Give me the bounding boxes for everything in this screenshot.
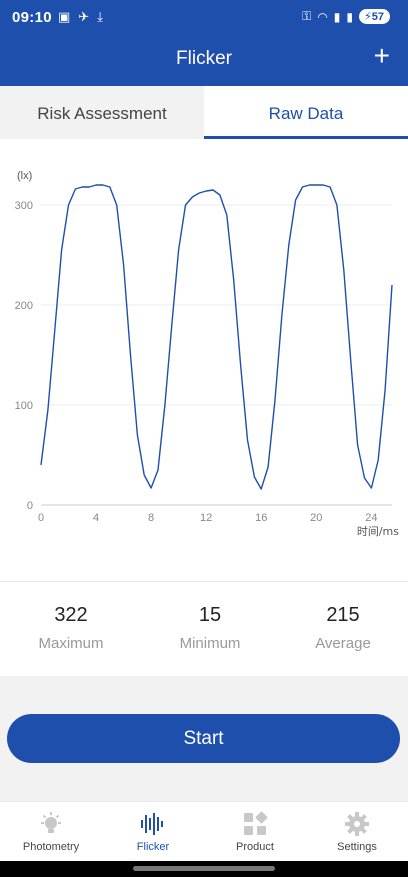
tab-raw-data[interactable]: Raw Data — [204, 86, 408, 139]
download-icon: ⤓ — [97, 9, 103, 25]
x-tick-label: 16 — [255, 512, 267, 524]
x-tick-label: 8 — [148, 512, 154, 524]
x-tick-label: 24 — [365, 512, 377, 524]
start-button[interactable]: Start — [7, 714, 400, 763]
nav-photometry[interactable]: Photometry — [0, 802, 102, 862]
grid-icon — [242, 811, 268, 837]
status-time: 09:10 — [12, 9, 52, 26]
nav-product-label: Product — [204, 841, 306, 853]
page-title: Flicker — [0, 48, 408, 70]
tab-risk-assessment[interactable]: Risk Assessment — [0, 86, 204, 139]
x-tick-label: 0 — [38, 512, 44, 524]
nav-settings-label: Settings — [306, 841, 408, 853]
y-tick-label: 200 — [15, 300, 33, 312]
nav-photometry-label: Photometry — [0, 841, 102, 853]
nav-flicker[interactable]: Flicker — [102, 802, 204, 862]
chart-svg: 0 100 200 300 0 4 8 12 16 20 24 (lx) 时间/ms — [0, 139, 408, 581]
bird-icon: ✈ — [78, 9, 89, 25]
stat-average-value: 215 — [275, 604, 408, 627]
nav-settings[interactable]: Settings — [306, 802, 408, 862]
stat-maximum: 322 Maximum — [3, 604, 139, 652]
bulb-icon — [38, 811, 64, 837]
wifi-icon: ◠ — [317, 10, 327, 24]
stat-average-label: Average — [275, 635, 408, 652]
y-tick-label: 0 — [27, 500, 33, 512]
stat-minimum-value: 15 — [142, 604, 278, 627]
x-tick-label: 20 — [310, 512, 322, 524]
y-tick-label: 300 — [15, 200, 33, 212]
waveform-icon — [140, 811, 166, 837]
stat-minimum-label: Minimum — [142, 635, 278, 652]
nav-product[interactable]: Product — [204, 802, 306, 862]
series-line-0 — [41, 185, 392, 489]
stat-minimum: 15 Minimum — [142, 604, 278, 652]
bottom-nav: Photometry Flicker Product — [0, 801, 408, 861]
x-tick-label: 12 — [200, 512, 212, 524]
add-button[interactable]: + — [374, 42, 390, 70]
tab-bar: Risk Assessment Raw Data — [0, 86, 408, 139]
y-tick-label: 100 — [15, 400, 33, 412]
battery-indicator: ⚡57 — [359, 9, 390, 24]
gear-icon — [344, 811, 370, 837]
x-axis-label: 时间/ms — [357, 525, 399, 538]
signal-icon-2: ▮ — [346, 10, 353, 24]
gesture-bar — [0, 861, 408, 877]
stats-panel: 322 Maximum 15 Minimum 215 Average — [0, 582, 408, 676]
nav-flicker-label: Flicker — [102, 841, 204, 853]
x-tick-label: 4 — [93, 512, 99, 524]
y-axis-label: (lx) — [17, 170, 32, 182]
app-bar: Flicker + — [0, 36, 408, 86]
stat-maximum-label: Maximum — [3, 635, 139, 652]
screenshot-icon: ▣ — [58, 9, 70, 25]
signal-icon: ▮ — [334, 10, 341, 24]
stat-maximum-value: 322 — [3, 604, 139, 627]
vpn-key-icon: ⚿ — [302, 9, 311, 24]
status-bar: 09:10 ▣ ✈ ⤓ ⚿ ◠ ▮ ▮ ⚡57 — [0, 0, 408, 36]
home-indicator[interactable] — [133, 866, 275, 871]
flicker-chart: 0 100 200 300 0 4 8 12 16 20 24 (lx) 时间/ms — [0, 139, 408, 581]
stat-average: 215 Average — [275, 604, 408, 652]
